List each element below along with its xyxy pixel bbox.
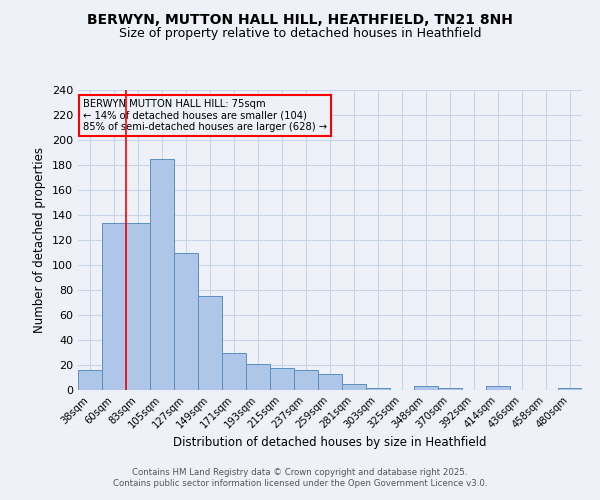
Text: BERWYN MUTTON HALL HILL: 75sqm
← 14% of detached houses are smaller (104)
85% of: BERWYN MUTTON HALL HILL: 75sqm ← 14% of …: [83, 99, 327, 132]
Bar: [150, 159, 174, 390]
X-axis label: Distribution of detached houses by size in Heathfield: Distribution of detached houses by size …: [173, 436, 487, 449]
Bar: [414, 386, 438, 390]
Bar: [366, 388, 390, 390]
Bar: [102, 222, 126, 390]
Text: Contains HM Land Registry data © Crown copyright and database right 2025.
Contai: Contains HM Land Registry data © Crown c…: [113, 468, 487, 487]
Text: BERWYN, MUTTON HALL HILL, HEATHFIELD, TN21 8NH: BERWYN, MUTTON HALL HILL, HEATHFIELD, TN…: [87, 12, 513, 26]
Bar: [126, 222, 150, 390]
Bar: [318, 374, 342, 390]
Bar: [222, 352, 246, 390]
Text: Size of property relative to detached houses in Heathfield: Size of property relative to detached ho…: [119, 28, 481, 40]
Bar: [78, 370, 102, 390]
Bar: [294, 370, 318, 390]
Bar: [558, 388, 582, 390]
Bar: [270, 368, 294, 390]
Y-axis label: Number of detached properties: Number of detached properties: [34, 147, 46, 333]
Bar: [198, 296, 222, 390]
Bar: [174, 252, 198, 390]
Bar: [486, 386, 510, 390]
Bar: [438, 388, 462, 390]
Bar: [246, 364, 270, 390]
Bar: [342, 384, 366, 390]
